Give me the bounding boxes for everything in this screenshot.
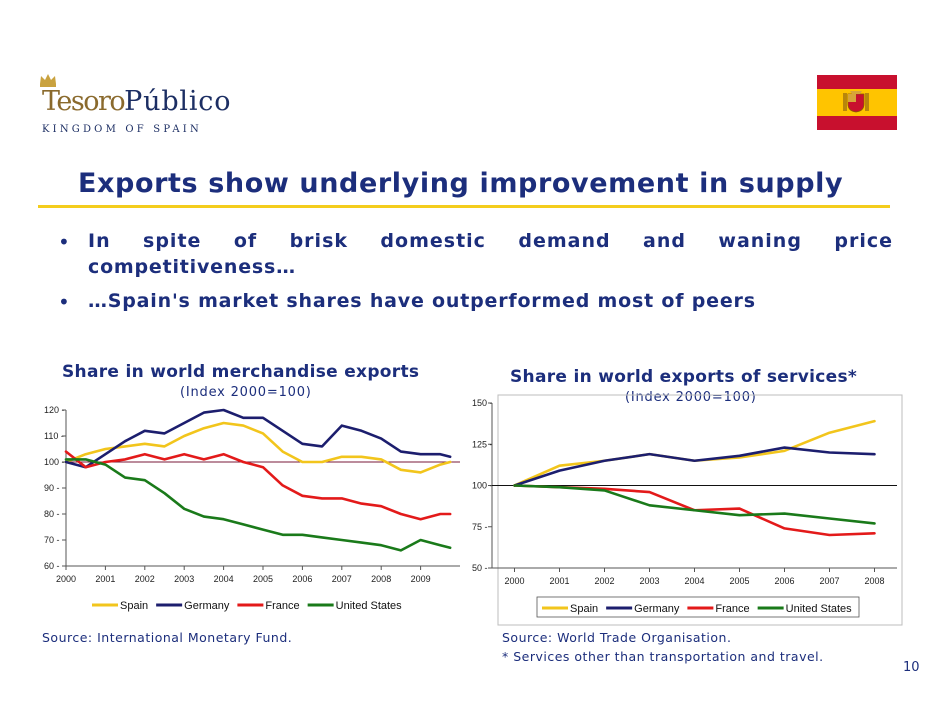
x-tick-label: 2002 — [594, 576, 614, 586]
legend-label: Germany — [184, 600, 230, 612]
legend-item: France — [687, 603, 750, 615]
x-tick-label: 2009 — [411, 574, 431, 584]
x-tick-label: 2004 — [214, 574, 234, 584]
x-tick-label: 2001 — [95, 574, 115, 584]
series-line-germany — [64, 408, 452, 469]
x-tick-label: 2000 — [56, 574, 76, 584]
legend-label: Spain — [120, 600, 148, 612]
chart-right-frame — [497, 394, 903, 626]
legend-item: Germany — [606, 603, 680, 615]
x-tick-label: 2005 — [729, 576, 749, 586]
y-tick-label: 120 - — [44, 405, 65, 415]
tesoro-publico-logo: TesoroPúblico KINGDOM OF SPAIN — [36, 72, 230, 142]
legend-label: France — [715, 603, 749, 615]
x-tick-label: 2003 — [639, 576, 659, 586]
spain-flag-icon — [817, 75, 897, 130]
right-chart-title: Share in world exports of services* — [510, 367, 858, 387]
legend-label: United States — [786, 603, 853, 615]
series-line-germany — [513, 446, 876, 487]
x-tick-label: 2004 — [684, 576, 704, 586]
legend-item: Germany — [156, 600, 230, 612]
slide-title: Exports show underlying improvement in s… — [78, 168, 844, 199]
legend-label: Spain — [570, 603, 598, 615]
series-line-france — [64, 450, 452, 521]
right-chart-subtitle: (Index 2000=100) — [625, 390, 757, 405]
legend-label: Germany — [634, 603, 680, 615]
x-tick-label: 2005 — [253, 574, 273, 584]
x-tick-label: 2000 — [504, 576, 524, 586]
legend-item: Spain — [92, 600, 148, 612]
right-chart-footnote: * Services other than transportation and… — [502, 649, 824, 664]
x-tick-label: 2008 — [371, 574, 391, 584]
y-tick-label: 100 - — [44, 457, 65, 467]
legend-item: Spain — [542, 603, 598, 615]
y-tick-label: 75 - — [472, 522, 488, 532]
coat-of-arms-icon — [843, 91, 869, 113]
bullet-1-line-2: competitiveness… — [88, 256, 296, 278]
y-tick-label: 50 - — [472, 563, 488, 573]
logo-brand-publico: Público — [124, 86, 232, 117]
bullet-2: …Spain's market shares have outperformed… — [88, 290, 756, 312]
legend-item: United States — [307, 600, 403, 612]
x-tick-label: 2006 — [292, 574, 312, 584]
x-tick-label: 2001 — [549, 576, 569, 586]
bullet-icon: • — [58, 290, 70, 314]
legend-item: France — [237, 600, 300, 612]
y-tick-label: 70 - — [44, 535, 60, 545]
x-tick-label: 2007 — [819, 576, 839, 586]
series-line-united-states — [513, 484, 876, 525]
page-number: 10 — [903, 660, 920, 675]
title-underline — [38, 205, 890, 208]
logo-brand-tesoro: Tesoro — [42, 86, 126, 117]
y-tick-label: 100 - — [472, 481, 493, 491]
y-tick-label: 80 - — [44, 509, 60, 519]
left-chart-title: Share in world merchandise exports — [62, 362, 420, 382]
left-chart-source: Source: International Monetary Fund. — [42, 630, 293, 645]
crown-icon — [40, 74, 56, 87]
series-line-united-states — [64, 458, 452, 552]
bullet-1-line-1: In spite of brisk domestic demand and wa… — [88, 230, 893, 252]
bullet-icon: • — [58, 230, 70, 254]
y-tick-label: 60 - — [44, 561, 60, 571]
logo-tagline: KINGDOM OF SPAIN — [42, 124, 202, 135]
legend-label: France — [265, 600, 299, 612]
logo-brand: TesoroPúblico — [42, 86, 231, 117]
x-tick-label: 2006 — [774, 576, 794, 586]
x-tick-label: 2002 — [135, 574, 155, 584]
series-line-spain — [513, 419, 876, 487]
y-tick-label: 150 - — [472, 398, 493, 408]
chart-right-group: 50 - 75 - 100 - 125 - 150 - 2000 2001 2002 2003 2… — [472, 394, 903, 626]
legend-item: United States — [757, 603, 853, 615]
y-tick-label: 125 - — [472, 439, 493, 449]
y-tick-label: 90 - — [44, 483, 60, 493]
x-tick-label: 2007 — [332, 574, 352, 584]
right-chart-source: Source: World Trade Organisation. — [502, 630, 732, 645]
x-tick-label: 2003 — [174, 574, 194, 584]
series-line-spain — [64, 421, 452, 474]
x-tick-label: 2008 — [864, 576, 884, 586]
legend-label: United States — [336, 600, 403, 612]
left-chart-subtitle: (Index 2000=100) — [180, 385, 312, 400]
y-tick-label: 110 - — [44, 431, 64, 441]
chart-left-group: 60 - 70 - 80 - 90 - 100 - 110 - 120 - 2000 2001 2… — [44, 405, 460, 612]
